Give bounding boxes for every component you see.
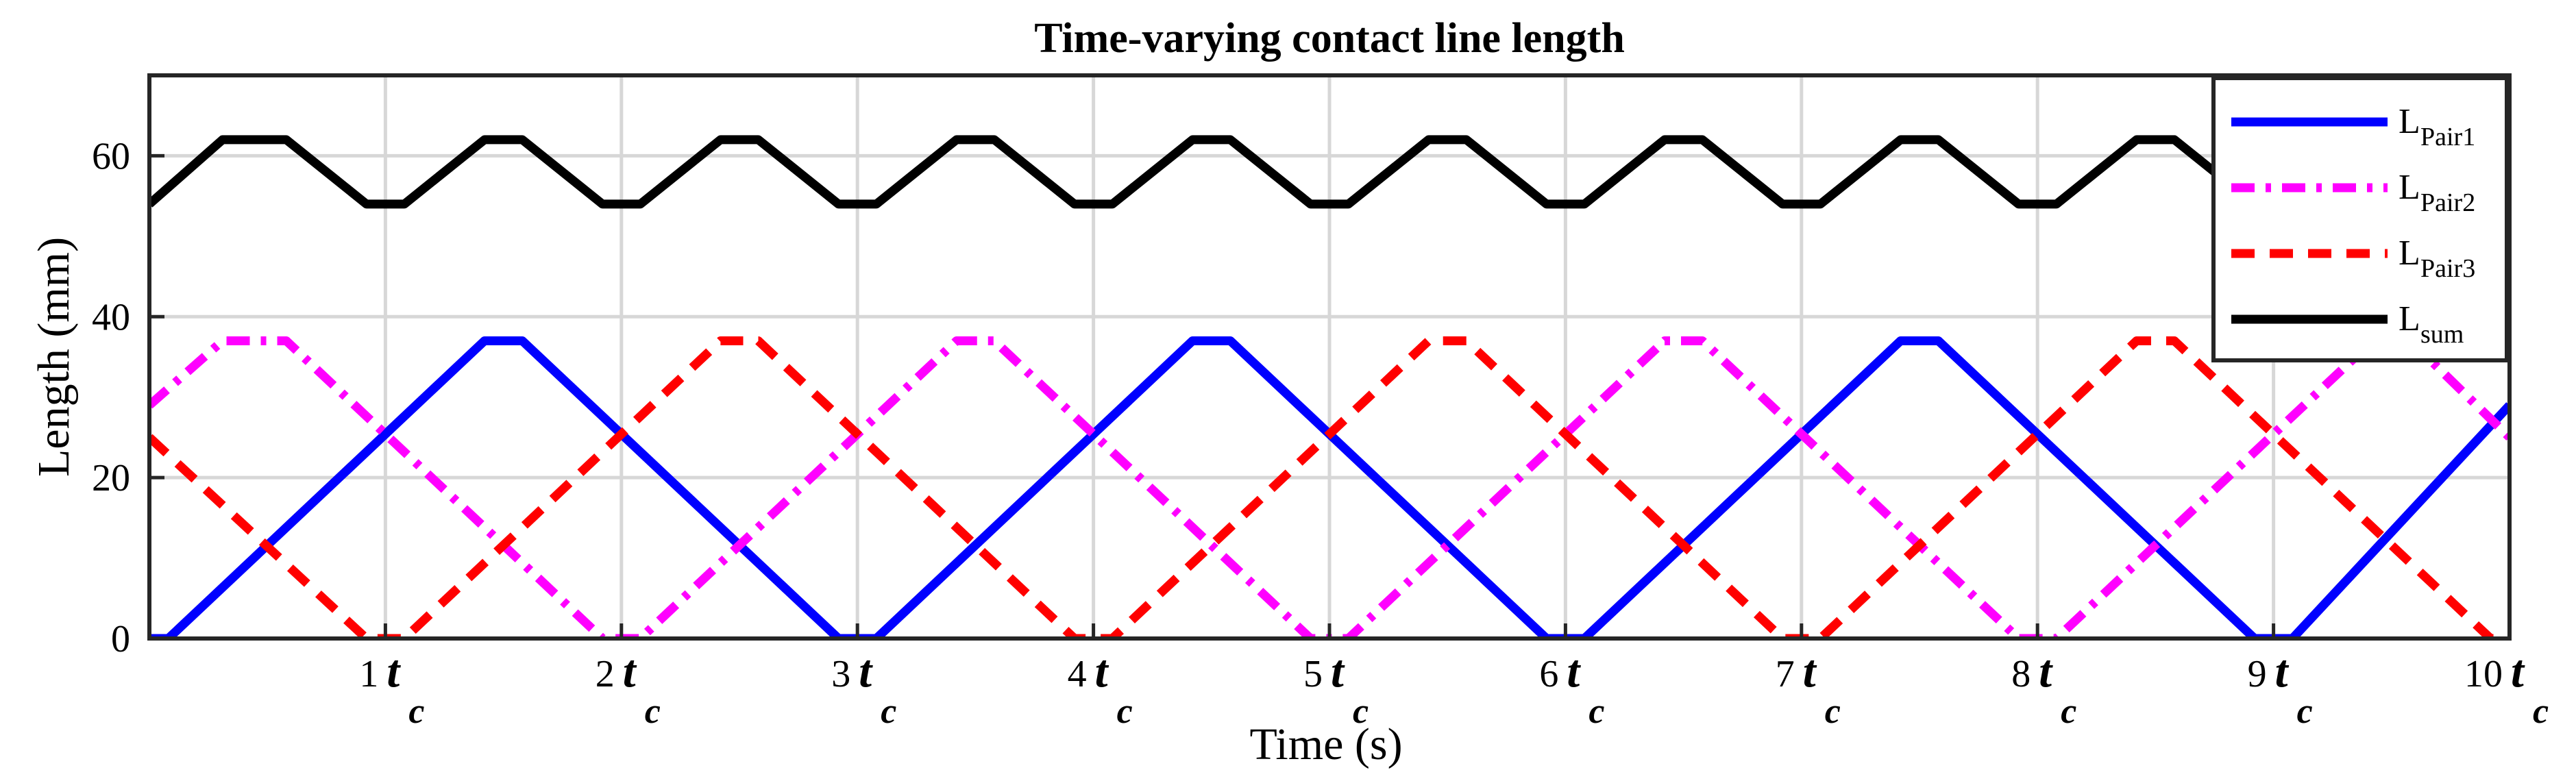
series-line-pair3 — [149, 336, 2510, 639]
y-tick-label: 0 — [111, 618, 130, 660]
x-tick-label: 3 tc — [831, 645, 896, 731]
x-tick-sub: c — [645, 692, 661, 731]
x-tick-label: 9 tc — [2248, 645, 2313, 731]
y-axis-label: Length (mm) — [29, 237, 79, 477]
x-tick-t: t — [1803, 645, 1817, 697]
y-tick-label: 60 — [92, 135, 130, 177]
x-tick-sub: c — [881, 692, 896, 731]
x-tick-number: 4 — [1068, 653, 1087, 695]
x-tick-t: t — [1567, 645, 1581, 697]
x-tick-t: t — [623, 645, 637, 697]
legend-label: L — [2399, 234, 2420, 273]
series-layer — [149, 135, 2510, 639]
x-tick-number: 7 — [1776, 653, 1795, 695]
x-tick-number: 2 — [596, 653, 615, 695]
legend-label-sub: Pair2 — [2420, 188, 2475, 217]
y-ticks: 0 20 40 60 — [92, 135, 164, 660]
x-tick-number: 1 — [359, 653, 378, 695]
x-tick-sub: c — [2533, 692, 2549, 731]
chart-title: Time-varying contact line length — [1034, 15, 1625, 62]
x-tick-label: 2 tc — [596, 645, 661, 731]
legend-label-sub: sum — [2420, 320, 2464, 349]
x-tick-label: 10 tc — [2464, 645, 2549, 731]
legend-label: L — [2399, 168, 2420, 207]
x-axis-label: Time (s) — [1249, 719, 1402, 769]
x-tick-t: t — [387, 645, 401, 697]
x-tick-t: t — [1095, 645, 1109, 697]
x-tick-number: 5 — [1303, 653, 1323, 695]
legend-label: L — [2399, 102, 2420, 141]
x-tick-sub: c — [1353, 692, 1369, 731]
x-tick-number: 3 — [831, 653, 850, 695]
x-tick-label: 8 tc — [2011, 645, 2076, 731]
x-tick-t: t — [1331, 645, 1345, 697]
legend-label-sub: Pair3 — [2420, 254, 2475, 283]
x-tick-sub: c — [408, 692, 424, 731]
x-tick-number: 9 — [2248, 653, 2267, 695]
x-tick-number: 10 — [2464, 653, 2503, 695]
y-tick-label: 40 — [92, 296, 130, 338]
series-line-sum — [149, 135, 2510, 209]
y-tick-label: 20 — [92, 457, 130, 499]
series-line-pair1 — [149, 336, 2510, 639]
x-tick-t: t — [859, 645, 873, 697]
x-tick-sub: c — [1588, 692, 1604, 731]
x-tick-label: 4 tc — [1068, 645, 1133, 731]
x-tick-sub: c — [1825, 692, 1841, 731]
x-tick-t: t — [2275, 645, 2290, 697]
x-tick-sub: c — [1117, 692, 1133, 731]
x-tick-label: 7 tc — [1776, 645, 1841, 731]
x-tick-label: 5 tc — [1303, 645, 1369, 731]
x-tick-number: 8 — [2011, 653, 2031, 695]
x-tick-t: t — [2039, 645, 2053, 697]
x-tick-t: t — [2511, 645, 2525, 697]
x-tick-number: 6 — [1539, 653, 1558, 695]
x-tick-sub: c — [2061, 692, 2076, 731]
x-tick-label: 6 tc — [1539, 645, 1604, 731]
x-tick-label: 1 tc — [359, 645, 424, 731]
series-line-pair2 — [149, 336, 2510, 639]
x-tick-sub: c — [2297, 692, 2313, 731]
legend-label-sub: Pair1 — [2420, 123, 2475, 151]
legend-label: L — [2399, 299, 2420, 338]
